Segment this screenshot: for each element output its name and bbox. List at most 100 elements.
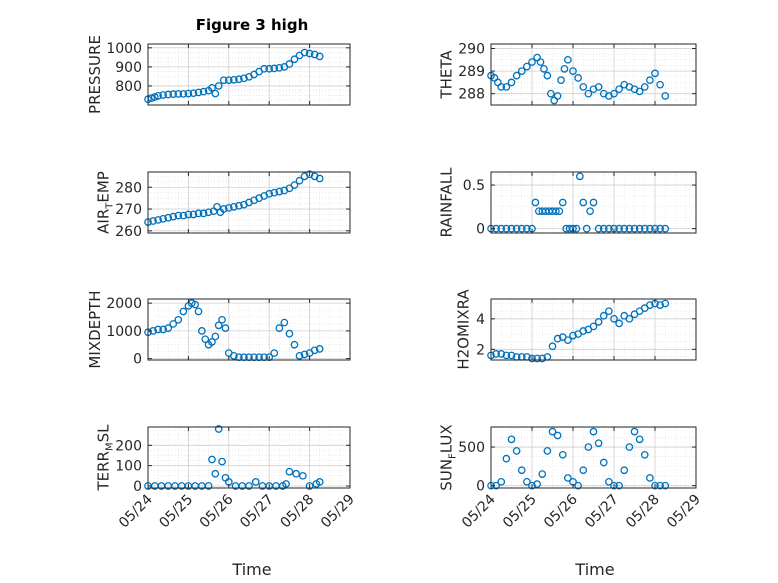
data-point bbox=[646, 474, 654, 482]
axes-box bbox=[147, 426, 351, 489]
axes-box bbox=[490, 426, 697, 489]
data-point bbox=[589, 427, 598, 436]
data-point bbox=[540, 65, 548, 73]
x-tick-label: 05/27 bbox=[582, 492, 622, 532]
data-point bbox=[589, 322, 598, 331]
data-point bbox=[507, 224, 516, 233]
data-point bbox=[230, 203, 238, 211]
x-tick-label: 05/25 bbox=[156, 492, 196, 532]
data-point bbox=[290, 55, 299, 64]
data-point bbox=[512, 71, 521, 80]
data-point bbox=[159, 214, 167, 223]
data-point bbox=[553, 92, 562, 100]
data-point bbox=[230, 351, 238, 360]
data-point bbox=[492, 350, 500, 358]
data-point bbox=[164, 213, 173, 222]
data-point bbox=[579, 198, 588, 207]
y-tick-label: 270 bbox=[115, 202, 142, 218]
data-point bbox=[169, 90, 178, 98]
data-point bbox=[615, 481, 623, 490]
data-point bbox=[599, 224, 608, 233]
data-point bbox=[548, 427, 557, 436]
data-point bbox=[536, 58, 545, 66]
data-point bbox=[640, 224, 649, 233]
data-point bbox=[625, 443, 634, 451]
data-point bbox=[564, 474, 572, 482]
data-point bbox=[635, 87, 644, 96]
data-point bbox=[174, 315, 183, 324]
data-point bbox=[310, 346, 319, 355]
data-point bbox=[275, 324, 284, 332]
subplot-7: 0 100 200 05/24 05/25 05/26 05/27 05/28 05/29 TER… bbox=[95, 424, 358, 532]
data-point bbox=[531, 198, 540, 207]
data-point bbox=[208, 83, 216, 92]
x-tick-label: 05/24 bbox=[116, 491, 156, 531]
data-point bbox=[219, 76, 228, 85]
data-point bbox=[656, 481, 664, 490]
data-point bbox=[625, 224, 634, 233]
data-point bbox=[661, 299, 670, 308]
y-tick-label: 0 bbox=[133, 352, 142, 368]
data-point bbox=[179, 211, 188, 220]
y-tick-label: 2000 bbox=[106, 296, 142, 312]
data-point bbox=[315, 174, 324, 183]
data-point bbox=[635, 435, 644, 444]
data-point bbox=[517, 466, 526, 475]
data-point bbox=[191, 300, 199, 309]
x-tick-label: 05/29 bbox=[664, 492, 704, 532]
data-point bbox=[553, 334, 562, 343]
x-tick-label: 05/26 bbox=[541, 491, 581, 531]
data-point bbox=[584, 443, 593, 451]
data-point bbox=[214, 321, 223, 330]
data-point bbox=[149, 217, 157, 225]
data-point bbox=[295, 176, 304, 185]
y-tick-label: 0.5 bbox=[463, 178, 485, 194]
data-point bbox=[245, 482, 253, 490]
data-point bbox=[640, 83, 649, 91]
data-point bbox=[610, 89, 618, 98]
data-point bbox=[507, 78, 516, 87]
subplot-4: 0 0.5 RAINFALL bbox=[438, 167, 697, 238]
data-point bbox=[164, 90, 173, 99]
data-point bbox=[199, 209, 208, 218]
data-point bbox=[169, 320, 178, 328]
data-point bbox=[208, 338, 216, 346]
data-point bbox=[656, 224, 664, 233]
x-tick-label: 05/25 bbox=[500, 492, 540, 532]
data-point bbox=[189, 89, 198, 98]
data-point bbox=[292, 469, 300, 478]
axes-box bbox=[147, 298, 351, 361]
data-point bbox=[310, 50, 319, 59]
data-point bbox=[214, 82, 223, 90]
data-point bbox=[154, 325, 162, 334]
data-point bbox=[517, 224, 526, 233]
data-point bbox=[290, 340, 299, 349]
data-point bbox=[315, 52, 324, 61]
data-point bbox=[656, 80, 664, 89]
data-point bbox=[661, 481, 670, 490]
data-point bbox=[315, 478, 324, 486]
x-axis-label-right: Time bbox=[574, 560, 614, 579]
y-axis-label: SUNFLUX bbox=[438, 424, 459, 490]
data-point bbox=[299, 471, 307, 480]
data-point bbox=[599, 458, 608, 467]
y-axis-label: RAINFALL bbox=[438, 167, 456, 238]
y-tick-label: 800 bbox=[115, 79, 142, 95]
data-point bbox=[651, 481, 659, 490]
data-point bbox=[564, 55, 572, 64]
data-point bbox=[646, 301, 654, 309]
data-point bbox=[546, 89, 555, 98]
data-point bbox=[553, 431, 562, 440]
data-point bbox=[285, 329, 294, 338]
data-point bbox=[201, 335, 210, 344]
data-point bbox=[230, 75, 238, 84]
data-point bbox=[280, 318, 289, 327]
y-tick-label: 500 bbox=[458, 440, 485, 456]
data-point bbox=[315, 345, 324, 353]
data-point bbox=[579, 83, 588, 91]
data-point bbox=[512, 224, 521, 233]
data-point bbox=[211, 89, 220, 98]
data-point bbox=[575, 172, 584, 181]
